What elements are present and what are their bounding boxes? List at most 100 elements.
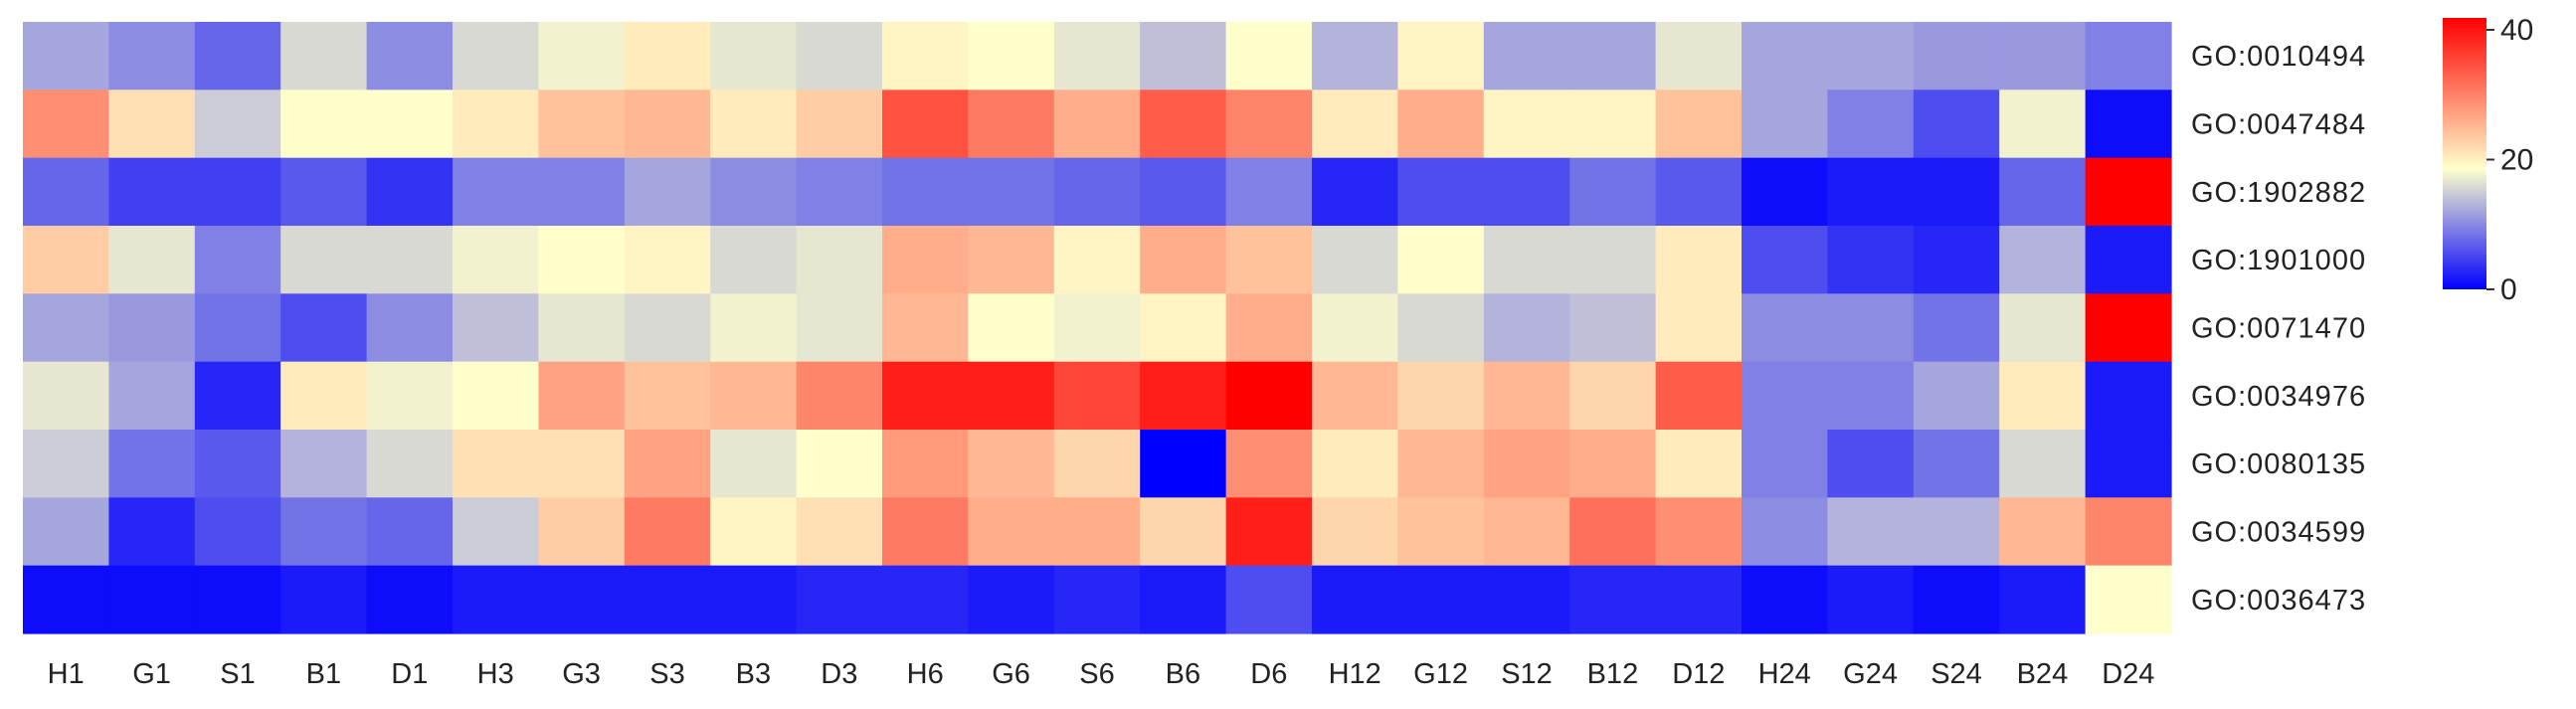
heatmap-cell	[1742, 430, 1828, 498]
heatmap-cell	[710, 226, 798, 294]
column-label: B24	[2017, 658, 2069, 690]
heatmap-cell	[2085, 565, 2172, 634]
heatmap-cell	[1140, 89, 1227, 159]
heatmap-cell	[366, 226, 454, 294]
column-label: B6	[1166, 658, 1200, 690]
heatmap-cell	[194, 226, 281, 294]
heatmap-cell	[624, 22, 711, 90]
heatmap-cell	[796, 226, 883, 294]
heatmap-cell	[1827, 293, 1915, 363]
heatmap-cell	[1312, 565, 1398, 634]
heatmap-cell	[968, 157, 1055, 227]
heatmap-cell	[1053, 157, 1141, 227]
heatmap-cell	[968, 293, 1055, 363]
heatmap-cell	[710, 293, 798, 363]
heatmap-cell	[624, 430, 711, 498]
heatmap-cell	[194, 157, 281, 227]
heatmap-cell	[194, 89, 281, 159]
heatmap-cell	[366, 157, 454, 227]
heatmap-cell	[1913, 157, 2000, 227]
heatmap-cell	[968, 22, 1055, 90]
heatmap-cell	[1913, 565, 2000, 634]
heatmap-cell	[108, 22, 196, 90]
row-label: GO:0047484	[2191, 109, 2366, 141]
heatmap-cell	[108, 565, 196, 634]
heatmap-cell	[796, 565, 883, 634]
row-label: GO:0034976	[2191, 381, 2366, 413]
heatmap-cell	[23, 157, 109, 227]
heatmap-cell	[23, 226, 109, 294]
heatmap-cell	[280, 565, 368, 634]
column-label: D1	[391, 658, 428, 690]
heatmap-cell	[796, 361, 883, 431]
heatmap-cell	[796, 89, 883, 159]
heatmap-cell	[1913, 430, 2000, 498]
heatmap-cell	[624, 89, 711, 159]
heatmap-cell	[1483, 89, 1570, 159]
heatmap-cell	[1827, 497, 1915, 567]
heatmap-cell	[1053, 565, 1141, 634]
heatmap-cell	[108, 226, 196, 294]
row-label: GO:1901000	[2191, 245, 2366, 276]
heatmap-cell	[453, 497, 539, 567]
heatmap-cell	[1999, 361, 2087, 431]
heatmap-cell	[280, 157, 368, 227]
heatmap-cell	[796, 22, 883, 90]
heatmap-cell	[1483, 22, 1570, 90]
heatmap-cell	[366, 22, 454, 90]
heatmap-cell	[538, 226, 626, 294]
heatmap-cell	[280, 293, 368, 363]
heatmap-cell	[796, 157, 883, 227]
heatmap-cells	[23, 22, 2172, 634]
heatmap-cell	[1999, 497, 2087, 567]
colorbar: 0 20 40	[2443, 14, 2533, 306]
column-label: H3	[477, 658, 514, 690]
heatmap-cell	[1483, 293, 1570, 363]
heatmap-cell	[882, 497, 969, 567]
heatmap-cell	[710, 89, 798, 159]
heatmap-cell	[624, 497, 711, 567]
heatmap-cell	[366, 293, 454, 363]
column-label: D24	[2102, 658, 2154, 690]
heatmap-cell	[1655, 361, 1743, 431]
heatmap-cell	[366, 361, 454, 431]
heatmap-cell	[882, 22, 969, 90]
column-label: S1	[220, 658, 255, 690]
heatmap-cell	[624, 226, 711, 294]
heatmap-cell	[1312, 361, 1398, 431]
heatmap-cell	[1827, 89, 1915, 159]
heatmap-cell	[108, 497, 196, 567]
column-label: G1	[132, 658, 171, 690]
heatmap-cell	[1397, 157, 1485, 227]
heatmap-cell	[538, 430, 626, 498]
row-label: GO:0071470	[2191, 313, 2366, 345]
heatmap-cell	[968, 497, 1055, 567]
heatmap-cell	[1225, 565, 1313, 634]
colorbar-gradient	[2443, 18, 2486, 289]
heatmap-cell	[538, 157, 626, 227]
heatmap-cell	[366, 565, 454, 634]
row-label: GO:0010494	[2191, 41, 2366, 73]
heatmap-cell	[882, 226, 969, 294]
heatmap-cell	[1569, 226, 1657, 294]
heatmap-cell	[1312, 497, 1398, 567]
heatmap-cell	[1742, 157, 1828, 227]
heatmap-cell	[710, 497, 798, 567]
heatmap-cell	[23, 293, 109, 363]
heatmap-cell	[453, 89, 539, 159]
heatmap-cell	[194, 361, 281, 431]
heatmap-cell	[796, 293, 883, 363]
heatmap-cell	[1053, 361, 1141, 431]
heatmap-cell	[1312, 430, 1398, 498]
heatmap-cell	[2085, 361, 2172, 431]
heatmap-cell	[882, 89, 969, 159]
heatmap-cell	[1312, 157, 1398, 227]
heatmap-cell	[1827, 430, 1915, 498]
row-label: GO:1902882	[2191, 177, 2366, 209]
heatmap-cell	[1913, 226, 2000, 294]
heatmap-cell	[1225, 497, 1313, 567]
heatmap-cell	[23, 22, 109, 90]
heatmap-cell	[796, 430, 883, 498]
heatmap-cell	[882, 565, 969, 634]
